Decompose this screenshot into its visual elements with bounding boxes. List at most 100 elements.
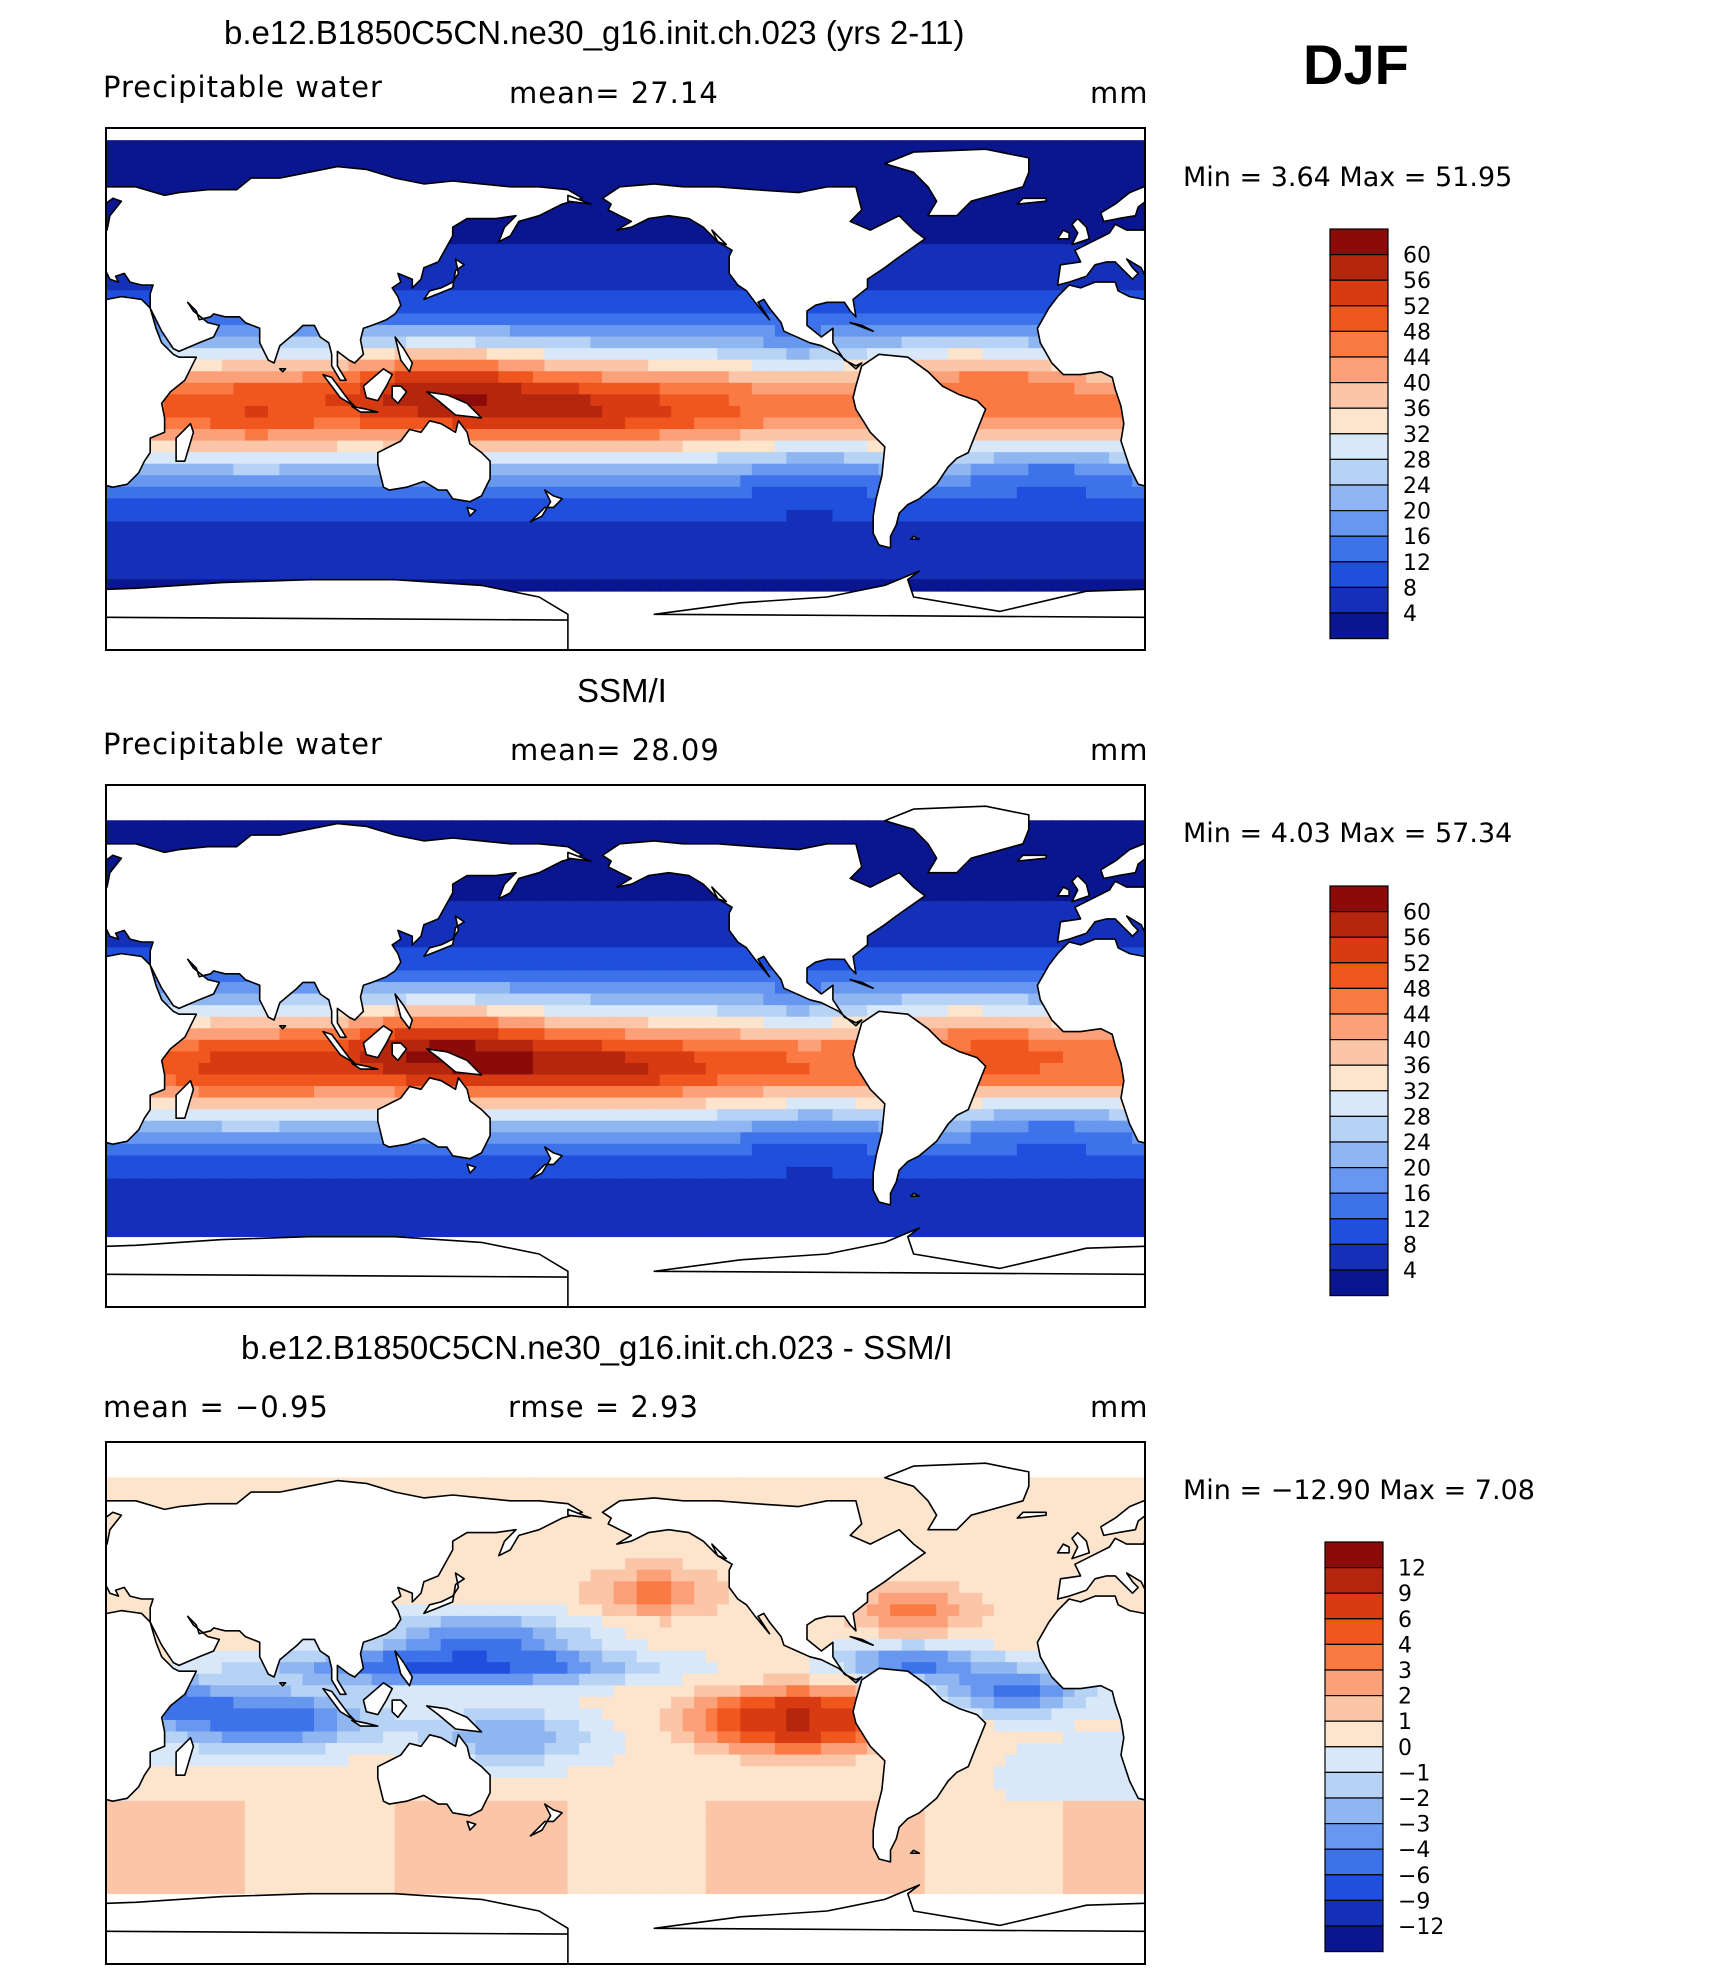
colorbar-swatch <box>1329 382 1389 409</box>
colorbar-tick-label: 56 <box>1403 926 1431 951</box>
colorbar-swatch <box>1329 433 1389 461</box>
panel-1-colorbar: 60 56 52 48 44 40 36 32 28 24 20 16 12 8 4 <box>1329 228 1467 642</box>
colorbar-tick-label: 36 <box>1403 1054 1431 1079</box>
colorbar-swatch <box>1329 330 1389 358</box>
panel-3-rmse-label: rmse = 2.93 <box>508 1390 699 1424</box>
world-map-svg <box>107 786 1144 1306</box>
colorbar-swatch <box>1329 612 1389 640</box>
panel-2-map <box>105 784 1146 1308</box>
colorbar-tick-label: 36 <box>1403 397 1431 422</box>
colorbar-swatch <box>1329 911 1389 938</box>
colorbar-tick-label: 8 <box>1403 1233 1417 1258</box>
panel-1-mean-label: mean= 27.14 <box>509 76 719 110</box>
colorbar-swatch <box>1324 1925 1384 1953</box>
world-map-svg <box>107 1443 1144 1963</box>
colorbar-tick-label: 60 <box>1403 244 1431 269</box>
colorbar-tick-label: 48 <box>1403 977 1431 1002</box>
colorbar-tick-label: 44 <box>1403 1003 1431 1028</box>
colorbar-swatch <box>1324 1899 1384 1927</box>
colorbar-swatch <box>1329 1243 1389 1271</box>
colorbar-tick-label: 24 <box>1403 474 1431 499</box>
panel-1-map <box>105 127 1146 651</box>
landmask <box>107 1462 1144 1963</box>
colorbar-swatch <box>1329 1192 1389 1220</box>
panel-1-units: mm <box>1090 76 1149 110</box>
colorbar-tick-label: 28 <box>1403 1105 1431 1130</box>
panel-2-units: mm <box>1090 733 1149 767</box>
colorbar-swatch <box>1329 1141 1389 1169</box>
colorbar-swatch <box>1329 510 1389 537</box>
colorbar-tick-label: 44 <box>1403 346 1431 371</box>
panel-3-units: mm <box>1090 1390 1149 1424</box>
colorbar-tick-label: 52 <box>1403 952 1431 977</box>
colorbar-tick-label: 32 <box>1403 423 1431 448</box>
colorbar-tick-label: −12 <box>1398 1915 1444 1940</box>
panel-1-title: b.e12.B1850C5CN.ne30_g16.init.ch.023 (yr… <box>224 14 965 51</box>
colorbar-swatch <box>1329 885 1389 913</box>
colorbar-tick-label: 1 <box>1398 1710 1412 1735</box>
colorbar-tick-label: 16 <box>1403 525 1431 550</box>
panel-1-variable-label: Precipitable water <box>103 70 383 104</box>
panel-3-colorbar: 12 9 6 4 3 2 1 0 −1 −2 −3 −4 −6 −9 −12 <box>1324 1541 1462 1955</box>
colorbar-tick-label: 4 <box>1398 1633 1412 1658</box>
colorbar-swatch <box>1329 305 1389 333</box>
colorbar-tick-label: 24 <box>1403 1131 1431 1156</box>
panel-2-minmax: Min = 4.03 Max = 57.34 <box>1183 818 1513 849</box>
panel-3-map <box>105 1441 1146 1965</box>
colorbar-tick-label: 20 <box>1403 1157 1431 1182</box>
colorbar-tick-label: 4 <box>1403 1259 1417 1284</box>
colorbar-swatch <box>1329 962 1389 990</box>
colorbar-swatch <box>1324 1592 1384 1620</box>
colorbar-swatch <box>1324 1797 1384 1825</box>
colorbar-tick-label: 9 <box>1398 1582 1412 1607</box>
colorbar-tick-label: −1 <box>1398 1761 1430 1786</box>
world-map-svg <box>107 129 1144 649</box>
colorbar-swatch <box>1324 1567 1384 1594</box>
colorbar-swatch <box>1329 279 1389 307</box>
colorbar-swatch <box>1329 1013 1389 1041</box>
colorbar-swatch <box>1329 1115 1389 1143</box>
colorbar-tick-label: 60 <box>1403 901 1431 926</box>
panel-3-title: b.e12.B1850C5CN.ne30_g16.init.ch.023 - S… <box>241 1329 953 1366</box>
colorbar-tick-label: 56 <box>1403 269 1431 294</box>
colorbar-swatch <box>1324 1874 1384 1901</box>
colorbar-swatch <box>1329 484 1389 512</box>
colorbar-tick-label: −2 <box>1398 1787 1430 1812</box>
colorbar-tick-label: 4 <box>1403 602 1417 627</box>
colorbar-swatch <box>1329 407 1389 435</box>
colorbar-swatch <box>1324 1618 1384 1646</box>
colorbar-swatch <box>1329 561 1389 588</box>
colorbar-swatch <box>1329 987 1389 1015</box>
colorbar-swatch <box>1329 1218 1389 1245</box>
colorbar-swatch <box>1324 1771 1384 1799</box>
colorbar-tick-label: 12 <box>1403 1208 1431 1233</box>
colorbar-tick-label: 2 <box>1398 1685 1412 1710</box>
colorbar-tick-label: 48 <box>1403 320 1431 345</box>
colorbar-tick-label: 12 <box>1403 551 1431 576</box>
colorbar-swatch <box>1329 1064 1389 1092</box>
colorbar-swatch <box>1329 458 1389 486</box>
colorbar-swatch <box>1324 1695 1384 1722</box>
colorbar-tick-label: 16 <box>1403 1182 1431 1207</box>
colorbar-swatch <box>1329 535 1389 563</box>
season-label: DJF <box>1303 33 1409 96</box>
panel-3-mean-label: mean = −0.95 <box>103 1390 329 1424</box>
panel-2-mean-label: mean= 28.09 <box>510 733 720 767</box>
colorbar-swatch <box>1324 1669 1384 1697</box>
colorbar-swatch <box>1329 936 1389 964</box>
colorbar-swatch <box>1324 1848 1384 1876</box>
panel-3-minmax: Min = −12.90 Max = 7.08 <box>1183 1475 1535 1506</box>
colorbar-swatch <box>1329 1039 1389 1066</box>
colorbar-tick-label: 32 <box>1403 1080 1431 1105</box>
colorbar-tick-label: −4 <box>1398 1838 1430 1863</box>
colorbar-swatch <box>1329 356 1389 384</box>
colorbar-tick-label: −9 <box>1398 1889 1430 1914</box>
colorbar-swatch <box>1324 1746 1384 1774</box>
colorbar-tick-label: 3 <box>1398 1659 1412 1684</box>
colorbar-swatch <box>1329 586 1389 614</box>
colorbar-tick-label: 52 <box>1403 295 1431 320</box>
colorbar-swatch <box>1329 1269 1389 1297</box>
colorbar-swatch <box>1324 1541 1384 1569</box>
